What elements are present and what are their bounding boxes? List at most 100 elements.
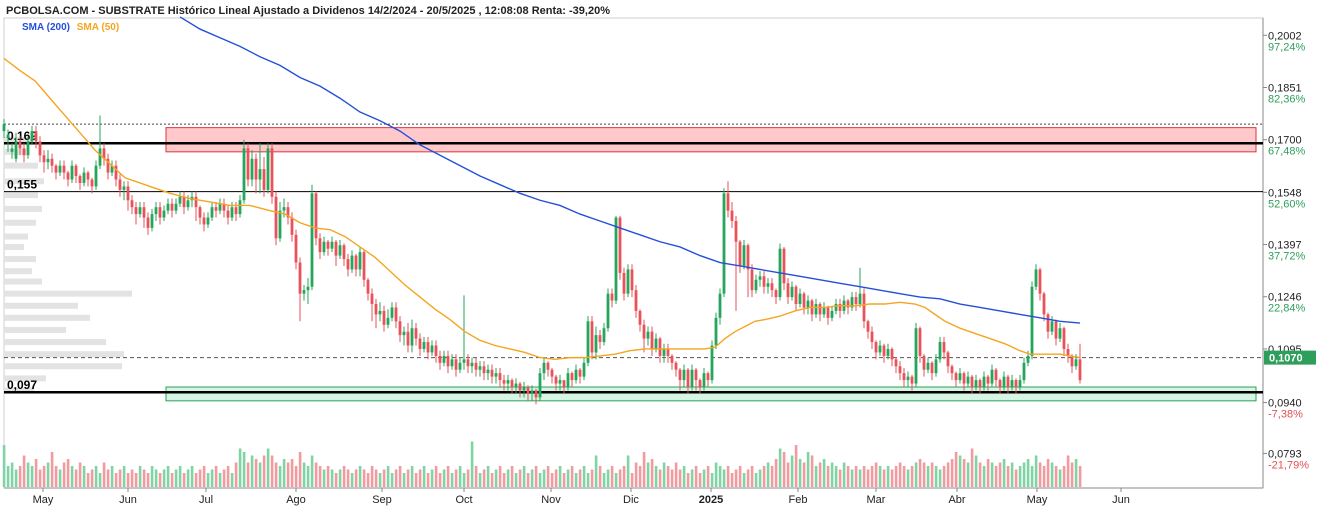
volume-bar [918, 459, 922, 487]
candle [718, 288, 722, 325]
volume-bar [910, 466, 914, 487]
candle [86, 170, 90, 187]
candle [514, 378, 518, 394]
volume-bar [318, 466, 322, 487]
candle-body [262, 169, 266, 190]
volume-bar [478, 473, 482, 487]
volume-bar [1022, 462, 1026, 487]
volume-bar [614, 473, 618, 487]
candle-body [186, 200, 190, 208]
candle [878, 340, 882, 356]
volume-bar [158, 473, 162, 487]
candle [358, 246, 362, 277]
candle-body [250, 158, 254, 180]
candle [822, 302, 826, 318]
candle [722, 188, 726, 298]
candle [102, 143, 106, 166]
support-zone [165, 386, 1257, 402]
volume-profile-bar [4, 302, 78, 309]
volume-bar [1038, 462, 1042, 487]
volume-bar [562, 473, 566, 487]
candle [910, 374, 914, 391]
volume-bar [78, 462, 82, 487]
candle-body [126, 186, 130, 201]
candle [306, 278, 310, 305]
volume-bar [1078, 466, 1082, 487]
candle-body [830, 310, 834, 318]
candle-body [1046, 314, 1050, 332]
candle-body [226, 210, 230, 218]
candle-body [218, 203, 222, 211]
candle [1054, 319, 1058, 346]
volume-bar [886, 466, 890, 487]
candle-body [302, 290, 306, 294]
volume-bar [46, 462, 50, 487]
candle [222, 198, 226, 218]
candle-body [658, 338, 662, 356]
candle [1070, 354, 1074, 374]
volume-bar [906, 469, 910, 487]
volume-bar [442, 469, 446, 487]
candle-body [522, 387, 526, 391]
candle-body [66, 172, 70, 180]
candle [682, 364, 686, 388]
candle-body [1074, 359, 1078, 367]
candle-body [530, 390, 534, 394]
candle-body [526, 387, 530, 394]
volume-bar [678, 469, 682, 487]
candle [978, 378, 982, 394]
candle [622, 267, 626, 301]
candle-body [978, 380, 982, 388]
candle [534, 388, 538, 405]
volume-bar [830, 462, 834, 487]
volume-bar [402, 473, 406, 487]
candle [918, 326, 922, 363]
candle-body [242, 148, 246, 201]
candle-body [570, 373, 574, 381]
volume-bar [482, 469, 486, 487]
candle-body [822, 307, 826, 315]
candle [54, 163, 58, 180]
candle [506, 374, 510, 391]
candle-body [494, 373, 498, 377]
volume-bar [90, 469, 94, 487]
candle [570, 371, 574, 388]
candle [954, 371, 958, 388]
volume-bar [662, 462, 666, 487]
volume-bar [458, 466, 462, 487]
volume-profile-bar [4, 314, 90, 321]
volume-bar [1046, 459, 1050, 487]
candle-body [470, 362, 474, 367]
candle [758, 271, 762, 287]
candle-body [26, 141, 30, 156]
volume-bar [106, 469, 110, 487]
volume-bar [870, 466, 874, 487]
candle [378, 302, 382, 322]
candle [998, 378, 1002, 394]
candle [1078, 343, 1082, 384]
volume-bar [310, 455, 314, 487]
volume-bar [806, 452, 810, 487]
candle-body [642, 324, 646, 339]
volume-bar [182, 473, 186, 487]
volume-bar [414, 473, 418, 487]
candle-body [786, 283, 790, 298]
volume-bar [274, 462, 278, 487]
volume-bar [650, 459, 654, 487]
candle-body [758, 276, 762, 280]
volume-bar [242, 452, 246, 487]
candle [674, 361, 678, 377]
volume-bar [982, 466, 986, 487]
candle-body [474, 362, 478, 370]
volume-bar [998, 462, 1002, 487]
candle [262, 157, 266, 197]
candle-body [154, 207, 158, 215]
candle-body [722, 193, 726, 294]
volume-bar [378, 473, 382, 487]
volume-bar [514, 473, 518, 487]
candle [490, 364, 494, 384]
volume-bar [730, 473, 734, 487]
volume-bar [278, 466, 282, 487]
candle [354, 253, 358, 277]
